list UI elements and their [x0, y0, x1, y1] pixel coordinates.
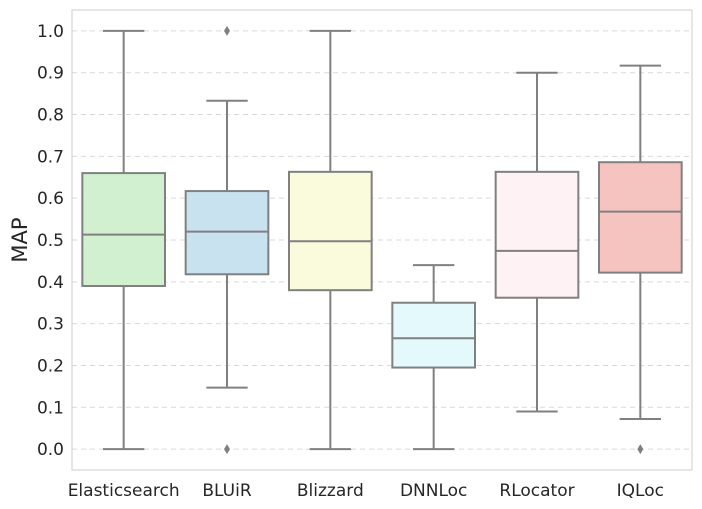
x-tick-label: BLUiR: [202, 481, 251, 501]
iqr-box: [81, 172, 166, 287]
grid-lines: [72, 30, 692, 450]
iqr-box: [598, 161, 683, 274]
outlier-point: [637, 444, 644, 455]
iqr-box: [184, 190, 270, 276]
box-iqloc: [598, 64, 683, 455]
y-tick-label: 0.4: [37, 273, 64, 293]
x-tick-label: IQLoc: [617, 481, 664, 501]
outlier-point: [224, 25, 230, 36]
y-tick-label: 0.7: [37, 147, 64, 167]
y-tick-label: 0.1: [37, 398, 64, 418]
plot-frame: [71, 9, 693, 471]
y-tick-label: 0.5: [37, 231, 64, 251]
y-axis-label: MAP: [8, 217, 32, 262]
box-rlocator: [494, 71, 580, 413]
y-tick-label: 0.9: [37, 64, 64, 84]
x-tick-label: Elasticsearch: [68, 481, 180, 501]
outlier-point: [224, 444, 230, 455]
box-dnnloc: [391, 264, 477, 451]
y-tick-label: 0.3: [37, 315, 64, 335]
box-bluir: [184, 25, 270, 455]
x-tick-label: DNNLoc: [400, 481, 467, 501]
x-tick-label: RLocator: [499, 481, 574, 501]
boxes: [81, 25, 683, 455]
y-axis-ticks: 0.0 0.1 0.2 0.3 0.4 0.5 0.6 0.7 0.8 0.9 1.0: [37, 22, 64, 460]
y-tick-label: 0.2: [37, 356, 64, 376]
y-tick-label: 0.8: [37, 106, 64, 126]
box-elasticsearch: [81, 29, 166, 451]
x-tick-label: Blizzard: [297, 481, 364, 501]
box-blizzard: [288, 29, 373, 451]
x-axis-ticks: Elasticsearch BLUiR Blizzard DNNLoc RLocator…: [68, 481, 664, 501]
iqr-box: [288, 170, 373, 292]
y-tick-label: 0.6: [37, 189, 64, 209]
iqr-box: [494, 170, 580, 299]
iqr-box: [391, 301, 477, 369]
y-tick-label: 1.0: [37, 22, 64, 42]
y-tick-label: 0.0: [37, 440, 64, 460]
